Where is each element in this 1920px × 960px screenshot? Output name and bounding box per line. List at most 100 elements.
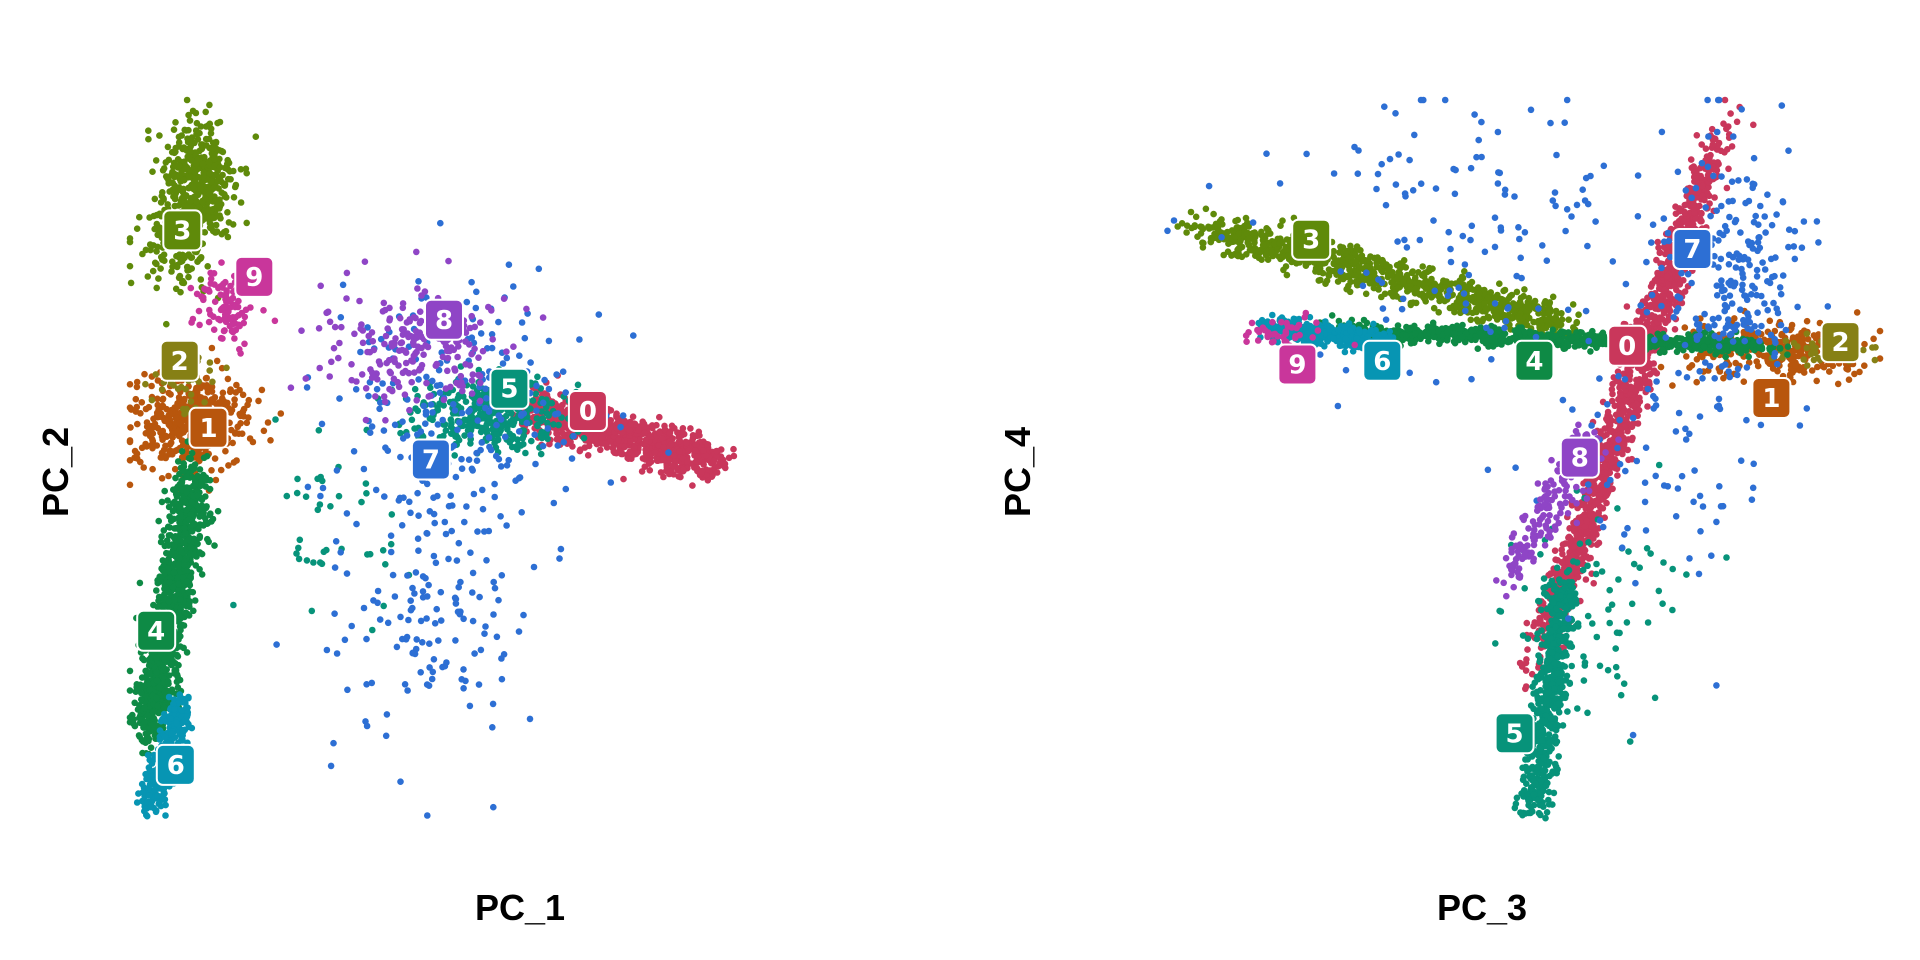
point bbox=[647, 433, 654, 440]
point bbox=[538, 428, 546, 436]
point bbox=[133, 378, 141, 386]
point bbox=[147, 803, 154, 811]
point bbox=[466, 702, 474, 710]
point bbox=[366, 550, 374, 558]
point bbox=[639, 420, 647, 428]
point bbox=[172, 285, 180, 293]
point bbox=[211, 455, 219, 462]
cluster-label-0: 0 bbox=[567, 390, 608, 432]
point bbox=[220, 303, 227, 311]
point bbox=[454, 426, 461, 434]
point bbox=[331, 564, 339, 571]
cluster-label-text: 1 bbox=[199, 414, 217, 444]
point bbox=[154, 395, 161, 403]
point bbox=[201, 285, 208, 293]
point bbox=[448, 527, 456, 535]
point bbox=[474, 528, 481, 535]
point bbox=[656, 429, 663, 437]
point bbox=[505, 456, 512, 464]
point bbox=[153, 669, 160, 676]
point bbox=[538, 434, 546, 442]
point bbox=[505, 261, 513, 269]
point bbox=[187, 455, 194, 463]
point bbox=[683, 439, 690, 447]
point bbox=[164, 143, 172, 151]
point bbox=[528, 437, 535, 445]
point bbox=[145, 135, 152, 143]
point bbox=[479, 505, 487, 513]
point bbox=[218, 147, 225, 155]
point bbox=[441, 518, 449, 526]
point bbox=[468, 377, 476, 384]
point bbox=[335, 492, 343, 500]
point bbox=[231, 303, 239, 311]
point bbox=[379, 308, 387, 315]
point bbox=[336, 395, 343, 402]
point bbox=[477, 330, 485, 337]
cluster-label-text: 4 bbox=[147, 617, 165, 647]
point bbox=[475, 371, 482, 379]
point bbox=[126, 687, 134, 694]
point bbox=[432, 559, 440, 567]
point bbox=[482, 404, 489, 412]
point bbox=[689, 482, 696, 489]
point bbox=[264, 419, 272, 426]
point bbox=[197, 394, 205, 401]
point bbox=[663, 463, 671, 471]
point bbox=[211, 542, 218, 549]
point bbox=[430, 656, 438, 663]
point bbox=[523, 305, 530, 313]
point bbox=[391, 355, 398, 363]
point bbox=[469, 617, 477, 625]
point bbox=[149, 465, 156, 473]
point bbox=[660, 456, 668, 464]
point bbox=[180, 460, 187, 467]
point bbox=[327, 762, 335, 770]
point bbox=[185, 251, 192, 258]
point bbox=[404, 330, 411, 337]
point bbox=[585, 442, 593, 450]
point bbox=[539, 314, 547, 321]
point bbox=[450, 401, 457, 408]
point bbox=[693, 464, 700, 472]
point bbox=[136, 213, 143, 221]
point bbox=[202, 108, 209, 116]
point bbox=[207, 275, 215, 283]
point bbox=[365, 392, 372, 400]
point bbox=[206, 306, 213, 314]
point bbox=[626, 427, 634, 434]
point bbox=[197, 384, 205, 392]
point bbox=[1628, 436, 1636, 444]
point bbox=[193, 198, 200, 205]
point bbox=[388, 511, 396, 518]
point bbox=[214, 507, 222, 515]
point bbox=[362, 385, 370, 392]
point bbox=[468, 350, 475, 358]
point bbox=[179, 726, 186, 734]
point bbox=[245, 396, 253, 404]
point bbox=[692, 458, 700, 465]
point bbox=[400, 494, 407, 502]
point bbox=[237, 199, 245, 206]
point bbox=[175, 139, 183, 146]
point bbox=[181, 524, 188, 532]
point bbox=[676, 448, 683, 455]
point bbox=[174, 458, 182, 465]
point bbox=[486, 443, 493, 451]
point bbox=[127, 279, 135, 287]
point bbox=[516, 352, 523, 360]
point bbox=[231, 396, 238, 403]
point bbox=[272, 416, 279, 423]
point bbox=[204, 213, 212, 221]
point bbox=[188, 157, 195, 164]
point bbox=[178, 549, 185, 556]
point bbox=[221, 327, 228, 334]
point bbox=[373, 385, 381, 393]
point bbox=[215, 399, 223, 406]
point bbox=[556, 555, 563, 562]
point bbox=[173, 719, 180, 727]
point bbox=[526, 715, 534, 723]
point bbox=[710, 457, 718, 465]
point bbox=[317, 282, 325, 290]
